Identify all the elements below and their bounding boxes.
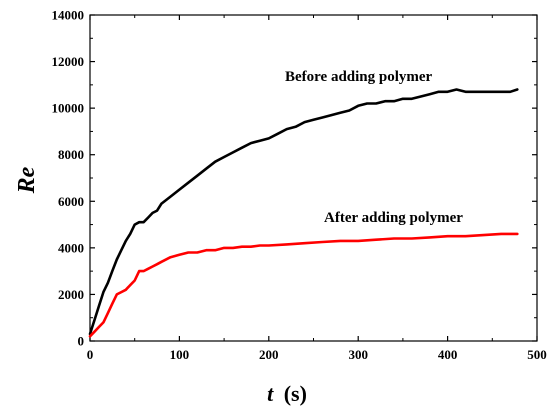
x-tick-label: 0 — [87, 347, 94, 362]
x-tick-label: 400 — [438, 347, 458, 362]
x-axis-variable: t — [267, 381, 274, 406]
y-tick-label: 6000 — [58, 194, 84, 209]
y-tick-label: 2000 — [58, 287, 84, 302]
series-label-before: Before adding polymer — [285, 69, 433, 85]
x-axis-unit: (s) — [284, 381, 307, 406]
x-tick-label: 200 — [259, 347, 279, 362]
axis-ticks: 0 100 200 300 400 500 0 2000 4000 6000 8000 10000 12… — [52, 8, 547, 363]
y-tick-label: 12000 — [52, 54, 85, 69]
plot-frame — [89, 14, 538, 342]
series-layer — [88, 88, 519, 338]
series-line-before — [88, 88, 519, 336]
y-tick-label: 0 — [78, 334, 85, 349]
x-tick-label: 100 — [170, 347, 190, 362]
plot-border — [89, 14, 538, 342]
x-tick-label: 500 — [527, 347, 547, 362]
y-tick-label: 10000 — [52, 101, 85, 116]
y-axis-label: Re — [14, 166, 40, 194]
series-label-after: After adding polymer — [324, 210, 463, 226]
y-tick-label: 4000 — [58, 240, 84, 255]
y-tick-label: 8000 — [58, 147, 84, 162]
series-line-after — [88, 232, 519, 338]
x-tick-label: 300 — [348, 347, 368, 362]
y-tick-label: 14000 — [52, 8, 85, 23]
x-axis-label: t (s) — [267, 381, 307, 406]
